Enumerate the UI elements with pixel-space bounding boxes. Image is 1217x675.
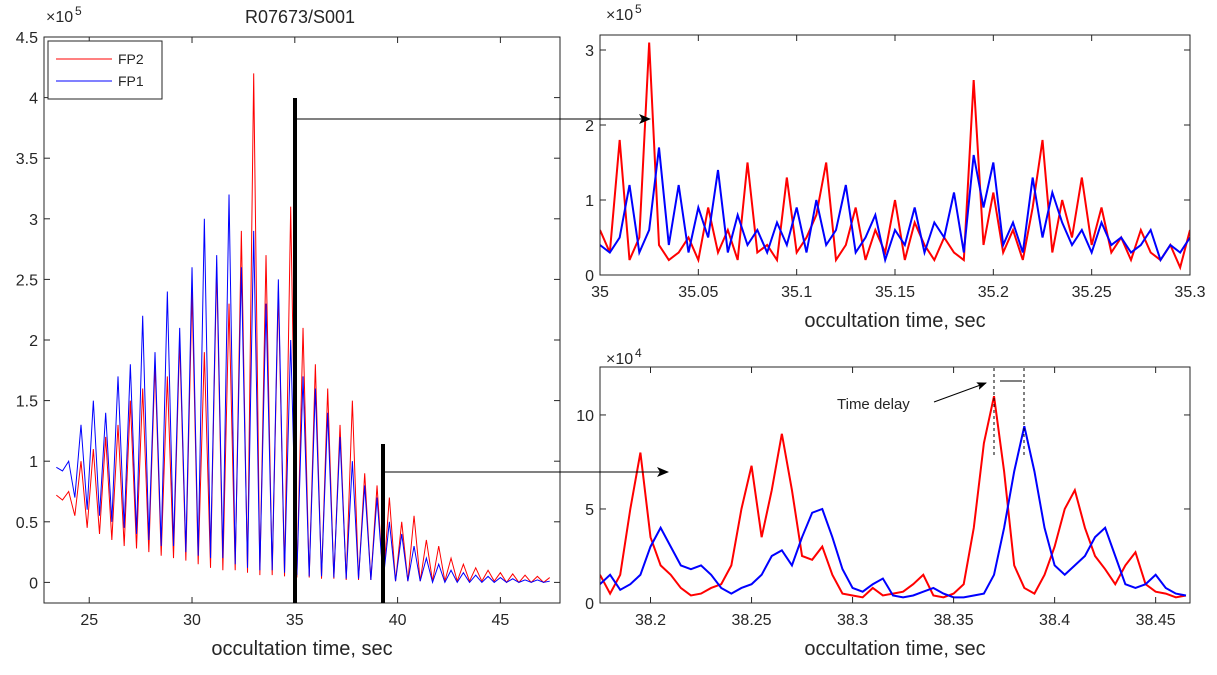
data-line [600,147,1190,264]
x-tick-label: 35.1 [781,284,812,301]
axes: 38.2 38.25 38.3 38.35 38.4 38.45 0 5 10 occultati… [576,346,1191,660]
x-axis-label: occultation time, sec [804,310,985,332]
y-tick-label: 0 [29,575,38,592]
y-tick-label: 1 [585,193,594,210]
x-tick-label: 35 [286,612,304,629]
x-tick-label: 38.4 [1039,612,1070,629]
legend-label: FP1 [118,73,144,89]
x-tick-label: 30 [183,612,201,629]
y-scale-base: ×10 [606,351,633,368]
axes: 25 30 35 40 45 0 0.5 1 1.5 2 2.5 3 3.5 4 4.5 occultatio… [16,4,561,660]
x-axis-label: occultation time, sec [804,638,985,660]
x-axis-label: occultation time, sec [211,638,392,660]
y-tick-label: 3 [585,43,594,60]
x-tick-label: 35.05 [678,284,718,301]
axes-box [599,34,1191,276]
y-tick-label: 4 [29,91,38,108]
legend [47,40,163,100]
y-tick-label: 0.5 [16,515,38,532]
y-scale-exponent: 5 [635,2,642,16]
x-tick-label: 38.35 [934,612,974,629]
annotation: Time delay [837,396,910,413]
x-tick-label: 35.3 [1174,284,1205,301]
y-tick-label: 5 [585,502,594,519]
annotations: Time delay [293,98,1025,603]
x-tick-label: 35 [591,284,609,301]
chart-title: R07673/S001 [245,7,355,27]
plot-area [44,37,560,603]
x-tick-label: 38.2 [635,612,666,629]
x-tick-label: 25 [80,612,98,629]
y-tick-label: 0 [585,596,594,613]
x-tick-label: 40 [389,612,407,629]
y-tick-label: 3 [29,212,38,229]
data-line [56,73,551,584]
content: 25 30 35 40 4500.511.522.533.544.5occultatio… [16,2,1206,660]
y-scale-exponent: 5 [75,4,82,18]
plot-area [600,35,1190,275]
y-tick-label: 2 [585,118,594,135]
y-tick-label: 10 [576,408,594,425]
y-tick-label: 2.5 [16,272,38,289]
x-tick-label: 35.2 [978,284,1009,301]
x-tick-label: 35.15 [875,284,915,301]
y-scale-exponent: 4 [635,346,642,360]
y-tick-label: 1.5 [16,394,38,411]
y-tick-label: 3.5 [16,151,38,168]
y-tick-label: 0 [585,268,594,285]
axes-box [43,36,561,604]
x-tick-label: 38.45 [1136,612,1176,629]
axes: 35 35.05 35.1 35.15 35.2 35.25 35.3 0 1 2 3 occulta… [585,2,1206,332]
y-tick-label: 1 [29,454,38,471]
y-tick-label: 2 [29,333,38,350]
arrow [933,382,987,403]
legend-label: FP2 [118,51,144,67]
x-tick-label: 38.3 [837,612,868,629]
y-scale-base: ×10 [606,7,633,24]
y-scale-base: ×10 [46,9,73,26]
axes-box [599,366,1191,604]
y-tick-label: 4.5 [16,30,38,47]
data-line [600,426,1187,599]
x-tick-label: 35.25 [1072,284,1112,301]
data-line [600,42,1190,271]
data-line [56,194,550,585]
x-tick-label: 45 [491,612,509,629]
x-tick-label: 38.25 [732,612,772,629]
plot-area [600,367,1190,603]
